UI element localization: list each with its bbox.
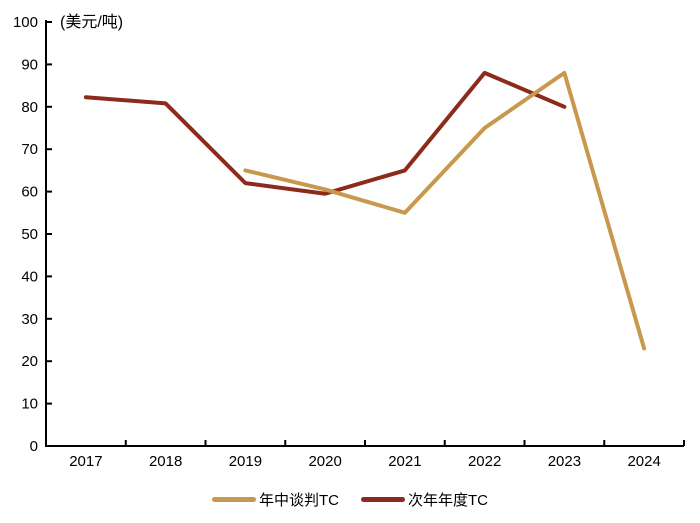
- x-tick-label: 2021: [388, 453, 421, 470]
- chart-legend: 年中谈判TC 次年年度TC: [0, 489, 700, 510]
- x-tick-label: 2022: [468, 453, 501, 470]
- y-tick-label: 70: [21, 141, 38, 158]
- y-tick-label: 20: [21, 353, 38, 370]
- legend-item-midyear-tc: 年中谈判TC: [212, 489, 339, 510]
- y-axis-unit-label: (美元/吨): [60, 14, 124, 31]
- x-tick-label: 2017: [69, 453, 102, 470]
- series-line-midyear-tc: [243, 70, 647, 351]
- x-tick-label: 2019: [229, 453, 262, 470]
- x-tick-label: 2024: [627, 453, 660, 470]
- y-tick-label: 80: [21, 99, 38, 116]
- x-tick-label: 2023: [548, 453, 581, 470]
- y-tick-label: 90: [21, 56, 38, 73]
- legend-swatch-nextyear-annual-tc: [361, 497, 405, 502]
- y-tick-label: 40: [21, 268, 38, 285]
- legend-label-nextyear-annual-tc: 次年年度TC: [408, 492, 488, 509]
- y-tick-label: 60: [21, 184, 38, 201]
- legend-label-midyear-tc: 年中谈判TC: [259, 492, 339, 509]
- y-tick-label: 50: [21, 226, 38, 243]
- series-line-nextyear-annual-tc: [83, 70, 567, 196]
- y-tick-label: 0: [30, 438, 38, 455]
- y-tick-label: 30: [21, 311, 38, 328]
- x-tick-label: 2018: [149, 453, 182, 470]
- y-tick-label: 100: [13, 14, 38, 31]
- y-tick-label: 10: [21, 396, 38, 413]
- x-tick-label: 2020: [308, 453, 341, 470]
- legend-item-nextyear-annual-tc: 次年年度TC: [361, 489, 488, 510]
- legend-swatch-midyear-tc: [212, 497, 256, 502]
